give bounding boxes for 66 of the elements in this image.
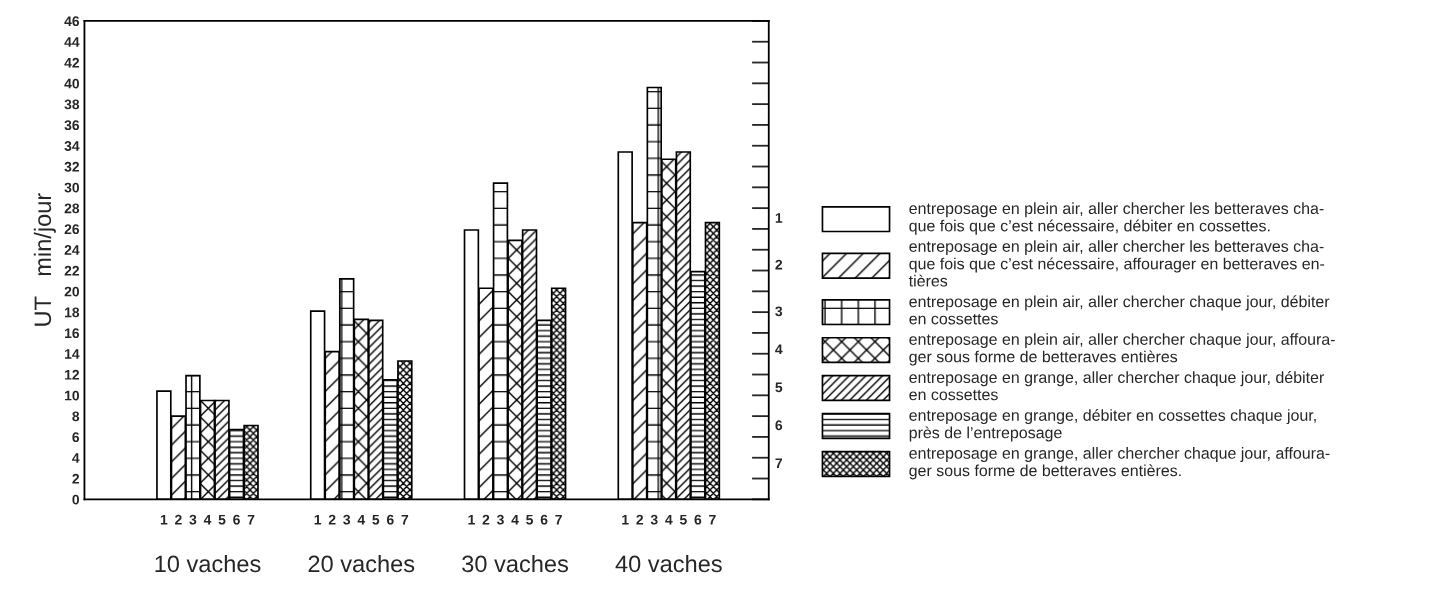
y-tick-label: 30 xyxy=(64,182,80,193)
text: 3 xyxy=(496,514,504,525)
text: 6 xyxy=(233,514,240,525)
legend-label: entreposage en grange, aller chercher chaque jour, affoura- ger sous forme de betteraves entières. xyxy=(909,447,1330,480)
y-tick-label: 38 xyxy=(64,99,80,110)
text: 2 xyxy=(482,514,490,525)
y-tick-label: 14 xyxy=(65,349,80,359)
text: 3 xyxy=(775,306,783,317)
text: 7 xyxy=(775,458,783,469)
y-tick-label: 44 xyxy=(64,37,80,47)
text: 4 xyxy=(511,514,519,525)
text: 3 xyxy=(343,514,351,525)
text: 1 xyxy=(314,514,322,525)
y-tick-label: 18 xyxy=(65,307,80,318)
y-tick-label: 24 xyxy=(64,245,80,255)
y-tick-label: 2 xyxy=(72,473,80,484)
y-tick-label: 36 xyxy=(64,120,80,131)
text: 5 xyxy=(218,514,226,525)
x-tick-label: 20 vaches xyxy=(308,554,415,573)
y-tick-label: 34 xyxy=(64,141,80,151)
y-tick-label: 10 xyxy=(65,390,80,401)
text: 3 xyxy=(650,514,658,525)
text: 6 xyxy=(694,514,702,525)
text: 7 xyxy=(555,514,562,525)
y-tick-label: 4 xyxy=(72,453,80,463)
y-tick-label: 28 xyxy=(64,203,80,214)
y-tick-label: 6 xyxy=(72,432,80,443)
text: 4 xyxy=(775,344,783,355)
x-tick-label: 40 vaches xyxy=(615,554,722,573)
y-tick-label: 16 xyxy=(65,328,80,339)
x-tick-label: 30 vaches xyxy=(462,554,568,573)
text: 7 xyxy=(401,514,409,525)
text: 4 xyxy=(357,514,366,525)
y-tick-label: 40 xyxy=(64,78,80,89)
text: 6 xyxy=(775,420,783,431)
text: 6 xyxy=(540,514,548,525)
text: 5 xyxy=(775,382,783,393)
text: 1 xyxy=(775,213,783,223)
text: 4 xyxy=(665,514,673,525)
text: 1 xyxy=(160,514,168,525)
y-tick-label: 42 xyxy=(64,57,80,68)
text: 7 xyxy=(709,514,716,525)
text: 5 xyxy=(526,514,534,525)
y-tick-label: 32 xyxy=(64,161,80,172)
text: 7 xyxy=(247,514,255,525)
y-tick-label: 22 xyxy=(64,265,80,276)
y-tick-label: 26 xyxy=(64,224,80,235)
y-tick-label: 46 xyxy=(64,16,80,27)
x-tick-label: 10 vaches xyxy=(155,554,261,573)
text: 2 xyxy=(175,514,182,525)
text: 6 xyxy=(386,514,394,525)
text: 2 xyxy=(636,514,644,525)
text: 5 xyxy=(679,514,687,525)
y-tick-label: 12 xyxy=(65,369,80,380)
text: 1 xyxy=(622,514,629,525)
text: 2 xyxy=(328,514,336,525)
y-tick-label: 20 xyxy=(64,286,80,297)
legend-label: entreposage en plein air, aller chercher les betteraves cha- que fois que c’est nécessaire, débiter en cossettes. xyxy=(909,202,1324,235)
text: 5 xyxy=(372,514,380,525)
text: 3 xyxy=(189,514,197,525)
text: 2 xyxy=(775,259,783,270)
y-axis-title: UT min/jour xyxy=(33,193,56,326)
y-tick-label: 0 xyxy=(72,494,80,505)
y-tick-label: 8 xyxy=(72,411,80,422)
text: 4 xyxy=(203,514,212,525)
text: 1 xyxy=(468,514,475,525)
